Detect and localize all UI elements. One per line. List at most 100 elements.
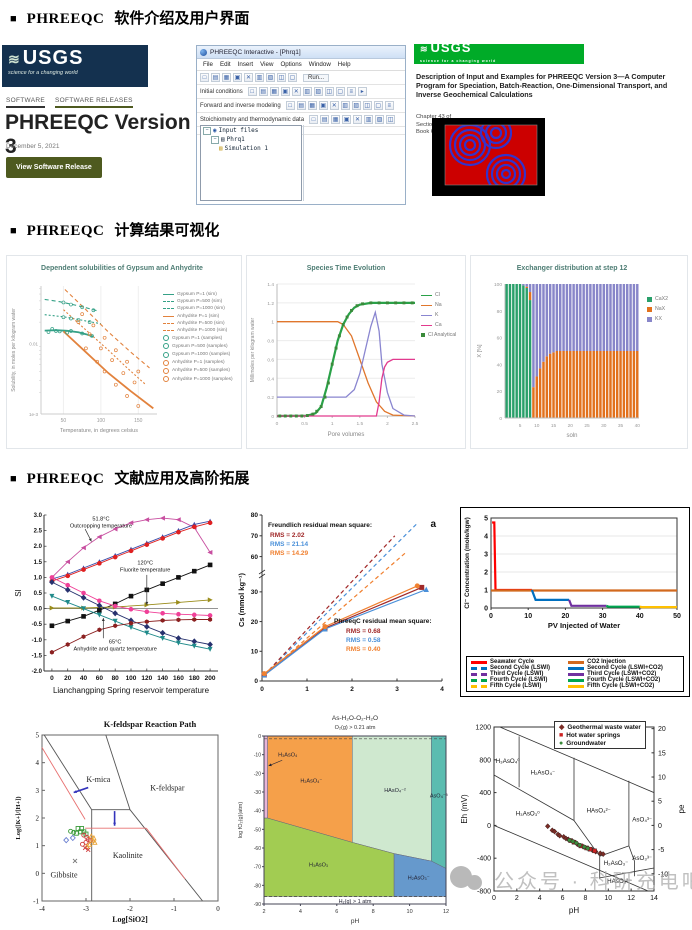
legend-item: Gypsum P=1 (samples)	[163, 335, 233, 342]
new-file-icon[interactable]: □	[200, 73, 209, 82]
cut-icon[interactable]: ✕	[244, 73, 253, 82]
view-software-release-button[interactable]: View Software Release	[6, 157, 102, 178]
tree-item-label: Simulation 1	[224, 145, 268, 152]
svg-text:0: 0	[276, 421, 279, 427]
run-button[interactable]: Run...	[303, 73, 330, 82]
tree-item-phrq1[interactable]: − ▤ Phrq1	[201, 135, 301, 144]
legend-item: NaX	[647, 306, 668, 312]
svg-text:H₃AsO₃: H₃AsO₃	[309, 863, 328, 869]
menu-window[interactable]: Window	[308, 61, 331, 68]
nav-link-software[interactable]: SOFTWARE	[6, 97, 45, 108]
reaction-pressure-icon[interactable]: ▣	[318, 101, 328, 110]
svg-text:H₂AsO₃⁻: H₂AsO₃⁻	[604, 860, 629, 867]
kinetics-icon[interactable]: ▨	[313, 87, 323, 96]
svg-text:0.5: 0.5	[301, 421, 308, 427]
reaction-icon[interactable]: ▤	[296, 101, 306, 110]
menu-insert[interactable]: Insert	[237, 61, 254, 68]
svg-text:H₂AsO₄⁻: H₂AsO₄⁻	[531, 770, 556, 777]
legend-swatch	[647, 296, 652, 302]
svg-text:-90: -90	[254, 902, 261, 908]
tree-expand-icon[interactable]: −	[203, 126, 211, 135]
si-icon[interactable]: ▥	[364, 115, 374, 124]
insert-icon[interactable]: ▸	[357, 87, 367, 96]
database-icon[interactable]: ▢	[373, 101, 383, 110]
phreeqc-window: PHREEQC Interactive - [Phrq1] File Edit In…	[196, 45, 406, 205]
transport-icon[interactable]: ✕	[329, 101, 339, 110]
save-icon[interactable]: ▦	[222, 73, 231, 82]
surface-species-icon[interactable]: ▣	[342, 115, 352, 124]
menu-options[interactable]: Options	[280, 61, 302, 68]
advection-icon[interactable]: ▥	[340, 101, 350, 110]
svg-text:Temperature, in degrees celsiu: Temperature, in degrees celsius	[60, 428, 138, 434]
delete-icon[interactable]: ▣	[280, 87, 290, 96]
svg-text:8: 8	[372, 909, 375, 915]
solution-icon[interactable]: □	[247, 87, 257, 96]
exchanger-svg: Exchanger distribution at step 12 0 20 40 60…	[477, 265, 641, 439]
usgs-website-panel: ≋ USGS science for a changing world SOFTW…	[2, 45, 194, 195]
tree-item-simulation-1[interactable]: ▨ Simulation 1	[201, 144, 301, 153]
print-icon[interactable]: ◫	[277, 73, 286, 82]
open-icon[interactable]: ▤	[211, 73, 220, 82]
exchange-icon[interactable]: ▤	[258, 87, 268, 96]
svg-text:60: 60	[96, 675, 104, 682]
window-titlebar[interactable]: PHREEQC Interactive - [Phrq1]	[197, 46, 405, 59]
legend-item: Ca	[421, 322, 456, 328]
surface-icon[interactable]: ▦	[269, 87, 279, 96]
svg-text:2: 2	[262, 909, 265, 915]
svg-text:HAsO₄²⁻: HAsO₄²⁻	[587, 807, 611, 814]
svg-text:0: 0	[260, 686, 264, 693]
svg-text:As-H₂O-O₂-H₂O: As-H₂O-O₂-H₂O	[332, 715, 378, 722]
svg-text:1: 1	[271, 320, 274, 326]
svg-text:4: 4	[36, 759, 40, 767]
copy-icon[interactable]: ▥	[255, 73, 264, 82]
rates-icon[interactable]: ✕	[353, 115, 363, 124]
view-icon[interactable]: ▢	[288, 73, 297, 82]
svg-text:Millimoles per kilogram water: Millimoles per kilogram water	[250, 317, 256, 382]
solution-species-icon[interactable]: □	[309, 115, 319, 124]
gas-phase-icon[interactable]: ✕	[291, 87, 301, 96]
toolbar-label: Initial conditions	[200, 88, 243, 95]
mix-icon[interactable]: □	[285, 101, 295, 110]
svg-text:pH: pH	[569, 906, 579, 915]
saturation-index-chart: -2.0 -1.5 -1.0 -0.5 0.0 0.5 1.0 1.5 2.0 2.5 3.0 0 20…	[12, 507, 228, 699]
redo-icon[interactable]: ▢	[335, 87, 345, 96]
svg-text:Exchanger distribution at step: Exchanger distribution at step 12	[517, 265, 628, 272]
legend-swatch	[163, 294, 174, 295]
exchange-species-icon[interactable]: ▦	[331, 115, 341, 124]
tree-item-input-files[interactable]: − ◉ Input files	[201, 126, 301, 135]
equilibrium-phases-icon[interactable]: ▥	[302, 87, 312, 96]
svg-text:Log([K+]/[H+]): Log([K+]/[H+])	[15, 796, 22, 839]
tree-expand-icon[interactable]: −	[211, 135, 219, 144]
menu-file[interactable]: File	[203, 61, 213, 68]
pane-splitter[interactable]	[303, 125, 304, 201]
svg-text:0: 0	[271, 414, 274, 420]
run-simulation-icon[interactable]: ≡	[384, 101, 394, 110]
nav-link-software-releases[interactable]: SOFTWARE RELEASES	[55, 97, 133, 108]
inverse-modeling-icon[interactable]: ▨	[351, 101, 361, 110]
legend-swatch	[421, 304, 432, 306]
save-all-icon[interactable]: ▣	[233, 73, 242, 82]
section-title-en: PHREEQC	[26, 471, 105, 487]
svg-text:0: 0	[489, 613, 493, 620]
svg-text:20: 20	[251, 619, 259, 626]
svg-text:140: 140	[157, 675, 168, 682]
section-heading-intro: ■ PHREEQC 软件介绍及用户界面	[10, 7, 249, 28]
kinetics-icon[interactable]: ◫	[362, 101, 372, 110]
undo-icon[interactable]: ◫	[324, 87, 334, 96]
svg-text:80: 80	[497, 309, 503, 315]
menu-edit[interactable]: Edit	[219, 61, 231, 68]
mg-icon[interactable]: ▨	[375, 115, 385, 124]
svg-text:3.0: 3.0	[34, 513, 43, 519]
paste-icon[interactable]: ▨	[266, 73, 275, 82]
svg-text:1.5: 1.5	[34, 560, 43, 566]
menu-help[interactable]: Help	[337, 61, 351, 68]
menu-view[interactable]: View	[260, 61, 274, 68]
remove-icon[interactable]: ≡	[346, 87, 356, 96]
legend-swatch	[163, 308, 174, 310]
wt-icon[interactable]: ◫	[386, 115, 396, 124]
reaction-temperature-icon[interactable]: ▦	[307, 101, 317, 110]
phases-icon[interactable]: ▤	[320, 115, 330, 124]
watermark-text: 公众号 · 科研充电吧	[494, 870, 692, 893]
svg-text:-30: -30	[254, 790, 261, 796]
svg-text:40: 40	[635, 423, 641, 429]
